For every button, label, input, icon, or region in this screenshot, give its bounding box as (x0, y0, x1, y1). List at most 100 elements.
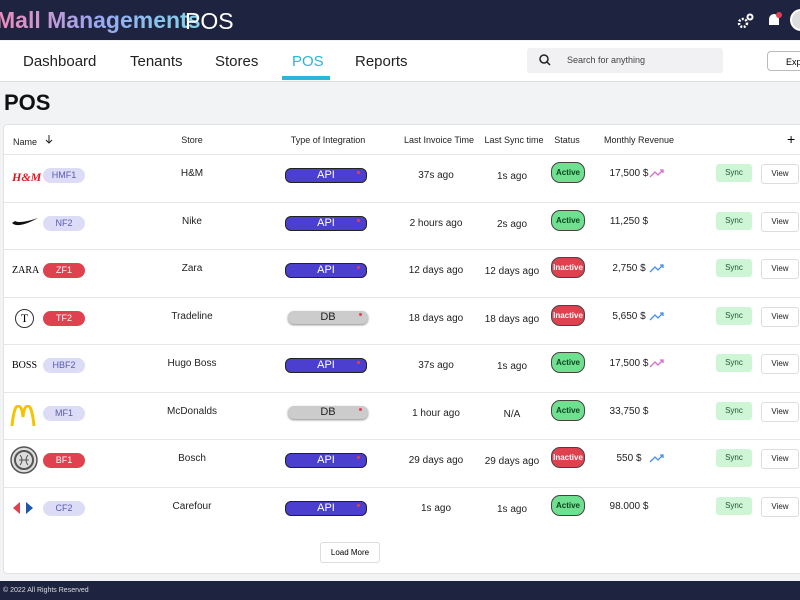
store-logo: T (15, 308, 34, 328)
add-column-button[interactable]: + (787, 131, 796, 147)
nav-tab[interactable]: Tenants (130, 53, 183, 70)
integration-dot (357, 171, 360, 174)
status-badge: Active (551, 494, 585, 516)
status-badge: Active (551, 399, 585, 421)
trend-icon-wrap (649, 308, 665, 326)
sync-button[interactable]: Sync (716, 354, 752, 372)
view-button[interactable]: View (761, 354, 799, 374)
monthly-revenue: 2,750 $ (612, 263, 646, 274)
last-sync-time: 12 days ago (484, 266, 540, 277)
nav-tab[interactable]: Reports (355, 53, 408, 70)
sync-button[interactable]: Sync (716, 259, 752, 277)
last-invoice-time: 18 days ago (408, 312, 464, 324)
column-header: Type of Integration (290, 135, 366, 145)
column-header: Last Invoice Time (403, 135, 475, 145)
tenant-code: CF2 (43, 500, 85, 516)
store-name: Hugo Boss (167, 358, 217, 369)
status-badge: Inactive (551, 447, 585, 468)
integration-type: API (285, 358, 367, 373)
trend-icon (649, 359, 664, 368)
view-button[interactable]: View (761, 401, 799, 422)
column-header[interactable]: Name (13, 135, 55, 147)
trend-icon (649, 311, 664, 320)
tenant-code: TF2 (43, 310, 85, 326)
last-invoice-time: 37s ago (418, 360, 454, 371)
store-logo (12, 217, 38, 225)
last-invoice-time: 12 days ago (408, 265, 464, 276)
sort-icon (45, 135, 53, 144)
view-button[interactable]: View (761, 164, 799, 184)
integration-type: API (285, 215, 367, 231)
monthly-revenue: 5,650 $ (612, 310, 646, 322)
monthly-revenue: 33,750 $ (609, 405, 649, 417)
last-sync-time: 1s ago (496, 361, 528, 372)
store-logo (10, 446, 38, 474)
store-logo (13, 501, 33, 514)
sync-button[interactable]: Sync (716, 211, 752, 230)
integration-type: API (285, 500, 367, 516)
nav-tab[interactable]: POS (292, 53, 324, 70)
load-more-button[interactable]: Load More (320, 542, 380, 563)
sync-button[interactable]: Sync (716, 496, 752, 515)
search-placeholder: Search for anything (567, 55, 646, 65)
trend-icon (649, 454, 664, 463)
active-tab-underline (282, 76, 330, 80)
notifications-icon[interactable] (765, 11, 783, 31)
view-button[interactable]: View (761, 211, 799, 232)
sync-button[interactable]: Sync (716, 449, 752, 467)
store-name: Zara (181, 263, 203, 274)
nav-tab[interactable]: Stores (215, 53, 259, 70)
settings-icon[interactable] (735, 12, 755, 32)
store-logo-wrap (10, 403, 36, 432)
brand: Mall Managements (0, 7, 201, 34)
sync-button[interactable]: Sync (716, 306, 752, 325)
integration-dot (357, 503, 360, 507)
store-logo: H&M (12, 170, 42, 184)
trend-icon-wrap (649, 450, 665, 468)
search-box[interactable]: Search for anything (527, 48, 723, 73)
view-button[interactable]: View (761, 496, 799, 517)
export-label: Exp (786, 57, 800, 67)
trend-icon-wrap (649, 355, 665, 373)
integration-type: API (285, 168, 367, 183)
last-sync-time: 1s ago (496, 171, 528, 182)
column-header: Last Sync time (484, 135, 544, 145)
integration-type: API (285, 453, 367, 468)
column-header: Store (181, 135, 203, 145)
store-logo-wrap (10, 215, 40, 234)
view-button[interactable]: View (761, 449, 799, 469)
monthly-revenue: 98.000 $ (609, 500, 649, 512)
last-invoice-time: 37s ago (418, 170, 454, 181)
view-button[interactable]: View (761, 259, 799, 279)
integration-type: DB (288, 405, 368, 419)
avatar[interactable] (790, 9, 800, 31)
trend-icon (649, 264, 664, 273)
nav-tab[interactable]: Dashboard (23, 53, 97, 70)
table-row: ZARA ZF1 Zara API 12 days ago 12 days ago Inac… (4, 249, 800, 297)
integration-dot (359, 407, 362, 411)
status-badge: Active (551, 209, 585, 231)
footer: © 2022 All Rights Reserved (0, 581, 800, 600)
integration-type: DB (288, 310, 368, 324)
search-icon (539, 54, 551, 66)
store-logo: ZARA (12, 265, 40, 276)
store-logo: BOSS (12, 360, 38, 371)
tenant-code: NF2 (43, 215, 85, 231)
table-row: T TF2 Tradeline DB 18 days ago 18 days ago Ina… (4, 296, 800, 345)
integration-dot (357, 266, 360, 269)
view-button[interactable]: View (761, 306, 799, 327)
table-row: BOSS HBF2 Hugo Boss API 37s ago 1s ago Active 1… (4, 344, 800, 392)
integration-type: API (285, 263, 367, 278)
sync-button[interactable]: Sync (716, 401, 752, 420)
store-name: Carefour (172, 500, 212, 512)
store-name: Tradeline (171, 310, 213, 322)
tenant-code: BF1 (43, 453, 85, 468)
table-row: BF1 Bosch API 29 days ago 29 days ago Inactiv… (4, 439, 800, 487)
monthly-revenue: 550 $ (616, 453, 642, 464)
export-button[interactable]: Exp (767, 51, 800, 71)
header: Mall Managements POS (0, 0, 800, 40)
column-header: Status (554, 135, 580, 145)
sync-button[interactable]: Sync (716, 164, 752, 182)
tenant-code: HMF1 (43, 168, 85, 183)
